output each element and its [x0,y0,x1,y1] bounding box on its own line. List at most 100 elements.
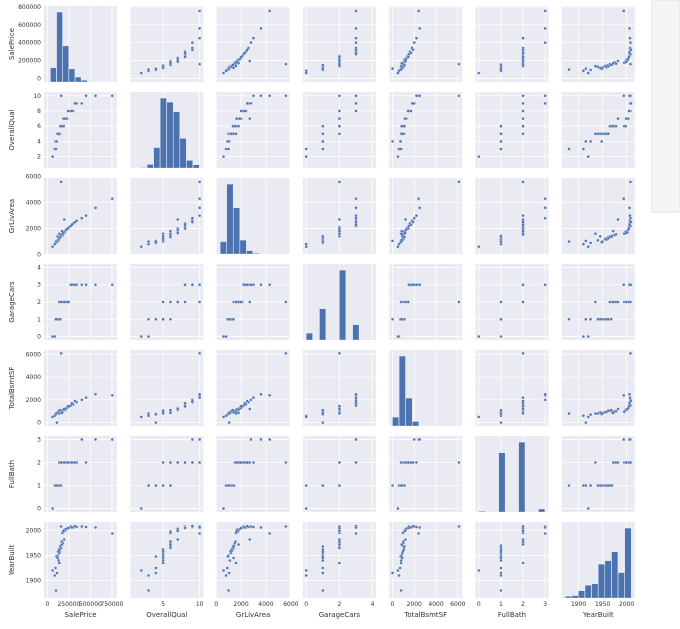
scatter-point [406,526,410,530]
scatter-point [321,240,325,244]
panel-background [130,178,204,254]
x-tick-label: 1900 [571,601,586,608]
scatter-point [337,217,341,222]
scatter-point [321,483,325,488]
scatter-point [198,9,202,13]
histogram-bar [62,45,69,83]
scatter-point [521,217,525,222]
scatter-point [477,335,481,339]
scatter-point [409,109,413,113]
scatter-point [110,393,114,397]
histogram-bar [611,551,619,599]
scatter-point [51,335,55,339]
scatter-point [161,483,165,488]
scatter-point [227,421,231,425]
scatter-point [400,132,404,136]
x-axis-label: GarageCars [319,611,361,619]
scatter-point [412,216,416,220]
scatter-point [521,48,525,52]
y-tick-label: 400000 [18,40,41,47]
scatter-point [235,408,239,412]
scatter-point [399,300,403,304]
histogram-bar [604,560,612,599]
scatter-point [227,411,231,416]
scatter-point [499,63,503,67]
scatter-point [161,234,165,238]
scatter-point [628,41,633,45]
scatter-point [80,216,84,220]
scatter-point [239,109,243,113]
scatter-point [94,525,98,530]
scatter-point [584,67,588,71]
scatter-point [321,571,325,575]
scatter-point [56,132,60,136]
scatter-point [627,94,632,98]
scatter-point [396,71,400,75]
histogram-bar [478,511,486,513]
scatter-point [390,483,394,488]
panel [215,522,292,598]
scatter-point [457,62,461,66]
x-tick-label: 500000 [79,601,102,608]
scatter-point [249,437,253,441]
scatter-point [399,240,403,244]
scatter-point [412,41,416,45]
scatter-point [224,414,228,418]
scatter-point [61,529,65,533]
scatter-point [168,411,172,415]
scatter-point [245,48,249,52]
scatter-point [234,411,238,416]
y-tick-label: 2000 [26,226,41,233]
scatter-point [139,245,143,249]
scatter-point [521,232,525,236]
scatter-point [521,180,525,184]
scatter-point [66,300,70,304]
scatter-point [397,242,401,246]
scatter-point [321,234,325,238]
scatter-point [227,317,231,321]
scatter-point [249,398,253,402]
scatter-point [154,571,158,575]
scatter-point [248,59,252,63]
y-tick-label: 800000 [18,4,41,11]
scatter-point [168,483,172,488]
scatter-point [606,236,610,240]
scatter-point [139,568,143,573]
scatter-point [243,51,247,55]
scatter-point [259,94,263,98]
scatter-point [354,36,358,40]
scatter-point [398,566,402,570]
scatter-point [168,408,172,412]
scatter-point [629,101,633,105]
histogram-bar [571,595,579,599]
panel [389,350,463,427]
panel [302,6,376,82]
scatter-point [418,437,422,441]
scatter-point [354,48,358,52]
panel [302,522,376,598]
panel [389,176,463,255]
y-tick-label: 3 [37,282,41,289]
scatter-point [251,283,255,287]
scatter-point [418,206,422,210]
panel [475,522,549,598]
scatter-point [499,547,503,552]
scatter-point [337,351,341,355]
y-tick-label: 2000 [26,397,41,404]
scatter-point [284,300,288,304]
scatter-point [51,568,55,573]
scatter-point [147,335,151,339]
scatter-point [54,139,58,143]
scatter-point [404,460,408,465]
scatter-point [147,242,151,246]
scatter-point [248,117,252,121]
x-tick-label: 5 [161,601,165,608]
scatter-point [499,240,503,244]
scatter-point [249,524,253,529]
scatter-point [73,399,77,403]
scatter-point [627,227,631,231]
scatter-point [499,317,503,321]
scatter-point [222,507,226,511]
scatter-point [627,55,631,59]
scatter-point [616,300,620,304]
